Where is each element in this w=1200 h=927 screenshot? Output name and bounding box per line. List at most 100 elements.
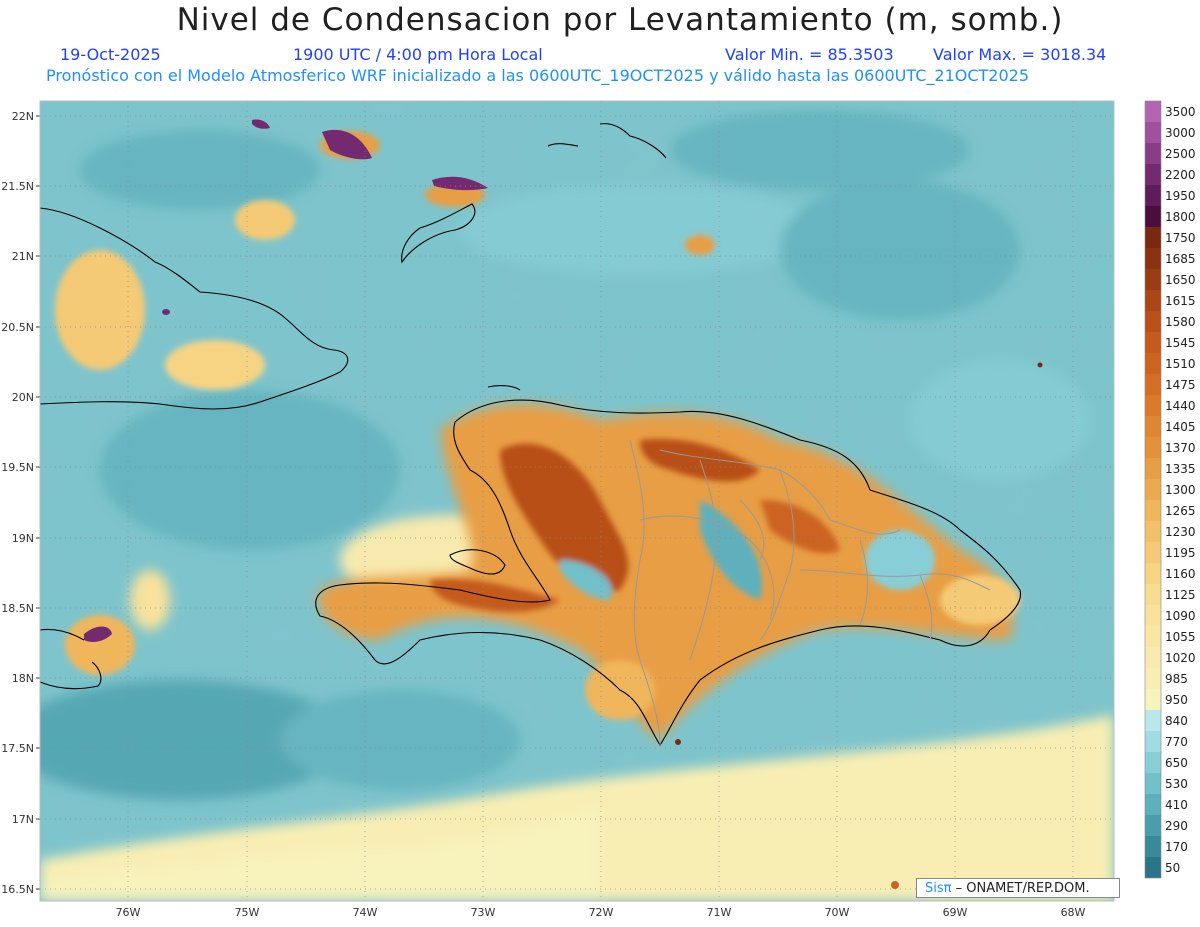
forecast-time: 1900 UTC / 4:00 pm Hora Local: [293, 45, 543, 64]
colorbar-swatch: [1145, 710, 1161, 731]
lat-label: 17N: [12, 813, 34, 826]
lat-label: 16.5N: [1, 883, 34, 896]
lon-label: 72W: [589, 906, 614, 919]
colorbar-label: 1230: [1165, 525, 1196, 539]
colorbar-swatch: [1145, 605, 1161, 626]
lat-label: 19N: [12, 532, 34, 545]
colorbar-label: 1370: [1165, 441, 1196, 455]
colorbar-label: 1650: [1165, 273, 1196, 287]
colorbar-swatch: [1145, 815, 1161, 836]
colorbar-label: 1055: [1165, 630, 1196, 644]
credit-pi: π: [943, 881, 952, 896]
colorbar-label: 1440: [1165, 399, 1196, 413]
colorbar-swatch: [1145, 269, 1161, 290]
lon-label: 69W: [943, 906, 968, 919]
colorbar-swatch: [1145, 500, 1161, 521]
colorbar-swatch: [1145, 164, 1161, 185]
province-borders: [629, 439, 991, 746]
bahamas-2: [599, 123, 667, 159]
credit-box: Sisπ – ONAMET/REP.DOM.: [916, 878, 1120, 898]
colorbar-label: 2500: [1165, 147, 1196, 161]
colorbar-swatch: [1145, 311, 1161, 332]
colorbar-swatch: [1145, 206, 1161, 227]
colorbar-label: 1195: [1165, 546, 1196, 560]
colorbar-label: 650: [1165, 756, 1188, 770]
colorbar-frame: [1144, 100, 1162, 879]
colorbar-swatch: [1145, 248, 1161, 269]
min-value: Valor Min. = 85.3503: [725, 45, 894, 64]
colorbar-label: 1580: [1165, 315, 1196, 329]
colorbar-label: 3500: [1165, 105, 1196, 119]
lat-label: 20N: [12, 391, 34, 404]
cuba-coast-small: [39, 628, 102, 690]
colorbar-swatch: [1145, 542, 1161, 563]
colorbar-label: 1950: [1165, 189, 1196, 203]
hispaniola-coast: [315, 399, 1022, 747]
colorbar-swatch: [1145, 395, 1161, 416]
lon-label: 76W: [116, 906, 141, 919]
credit-org: – ONAMET/REP.DOM.: [955, 881, 1090, 896]
lat-label: 22N: [12, 110, 34, 123]
colorbar-label: 1160: [1165, 567, 1196, 581]
map-title: Nivel de Condensacion por Levantamiento …: [176, 2, 1064, 38]
colorbar-swatch: [1145, 374, 1161, 395]
colorbar-label: 985: [1165, 672, 1188, 686]
colorbar-swatch: [1145, 752, 1161, 773]
tortuga: [487, 385, 521, 391]
colorbar-swatch: [1145, 836, 1161, 857]
colorbar-label: 1300: [1165, 483, 1196, 497]
colorbar-swatch: [1145, 773, 1161, 794]
colorbar-label: 1510: [1165, 357, 1196, 371]
colorbar: 3500 3000 2500 2200 1950 1800 1750 1685 1650 1615…: [1144, 100, 1196, 879]
colorbar-swatch: [1145, 794, 1161, 815]
map-frame: [39, 100, 1115, 902]
lat-label: 21N: [12, 250, 34, 263]
lat-label: 18N: [12, 672, 34, 685]
colorbar-label: 290: [1165, 819, 1188, 833]
colorbar-swatch: [1145, 458, 1161, 479]
colorbar-swatch: [1145, 626, 1161, 647]
lat-label: 20.5N: [1, 321, 34, 334]
colorbar-swatch: [1145, 122, 1161, 143]
colorbar-swatch: [1145, 290, 1161, 311]
colorbar-label: 410: [1165, 798, 1188, 812]
credit-sis: Sis: [925, 881, 944, 896]
lat-label: 19.5N: [1, 461, 34, 474]
colorbar-label: 1090: [1165, 609, 1196, 623]
colorbar-label: 3000: [1165, 126, 1196, 140]
colorbar-label: 950: [1165, 693, 1188, 707]
colorbar-label: 1750: [1165, 231, 1196, 245]
colorbar-label: 1475: [1165, 378, 1196, 392]
colorbar-swatch: [1145, 227, 1161, 248]
shaded-field: [40, 101, 1114, 901]
coastlines: [39, 123, 1022, 747]
colorbar-swatch: [1145, 584, 1161, 605]
lat-ticks: [36, 115, 40, 890]
colorbar-swatch: [1145, 101, 1161, 122]
colorbar-swatch: [1145, 731, 1161, 752]
colorbar-swatch: [1145, 647, 1161, 668]
colorbar-swatch: [1145, 353, 1161, 374]
lon-label: 70W: [825, 906, 850, 919]
forecast-date: 19-Oct-2025: [60, 45, 161, 64]
longitude-labels: 76W 75W 74W 73W 72W 71W 70W 69W 68W: [116, 906, 1086, 919]
cuba-coast: [39, 207, 349, 410]
colorbar-label: 1020: [1165, 651, 1196, 665]
colorbar-label: 50: [1165, 861, 1180, 875]
model-info: Pronóstico con el Modelo Atmosferico WRF…: [46, 66, 1030, 85]
colorbar-label: 2200: [1165, 168, 1196, 182]
colorbar-label: 1125: [1165, 588, 1196, 602]
colorbar-label: 530: [1165, 777, 1188, 791]
colorbar-label: 1800: [1165, 210, 1196, 224]
lon-label: 71W: [707, 906, 732, 919]
gonave-island: [449, 549, 506, 575]
latitude-labels: 22N 21.5N 21N 20.5N 20N 19.5N 19N 18.5N …: [1, 110, 34, 896]
colorbar-label: 1615: [1165, 294, 1196, 308]
colorbar-label: 1265: [1165, 504, 1196, 518]
colorbar-swatch: [1145, 563, 1161, 584]
lon-label: 68W: [1061, 906, 1086, 919]
colorbar-label: 770: [1165, 735, 1188, 749]
colorbar-swatch: [1145, 857, 1161, 878]
colorbar-swatch: [1145, 668, 1161, 689]
